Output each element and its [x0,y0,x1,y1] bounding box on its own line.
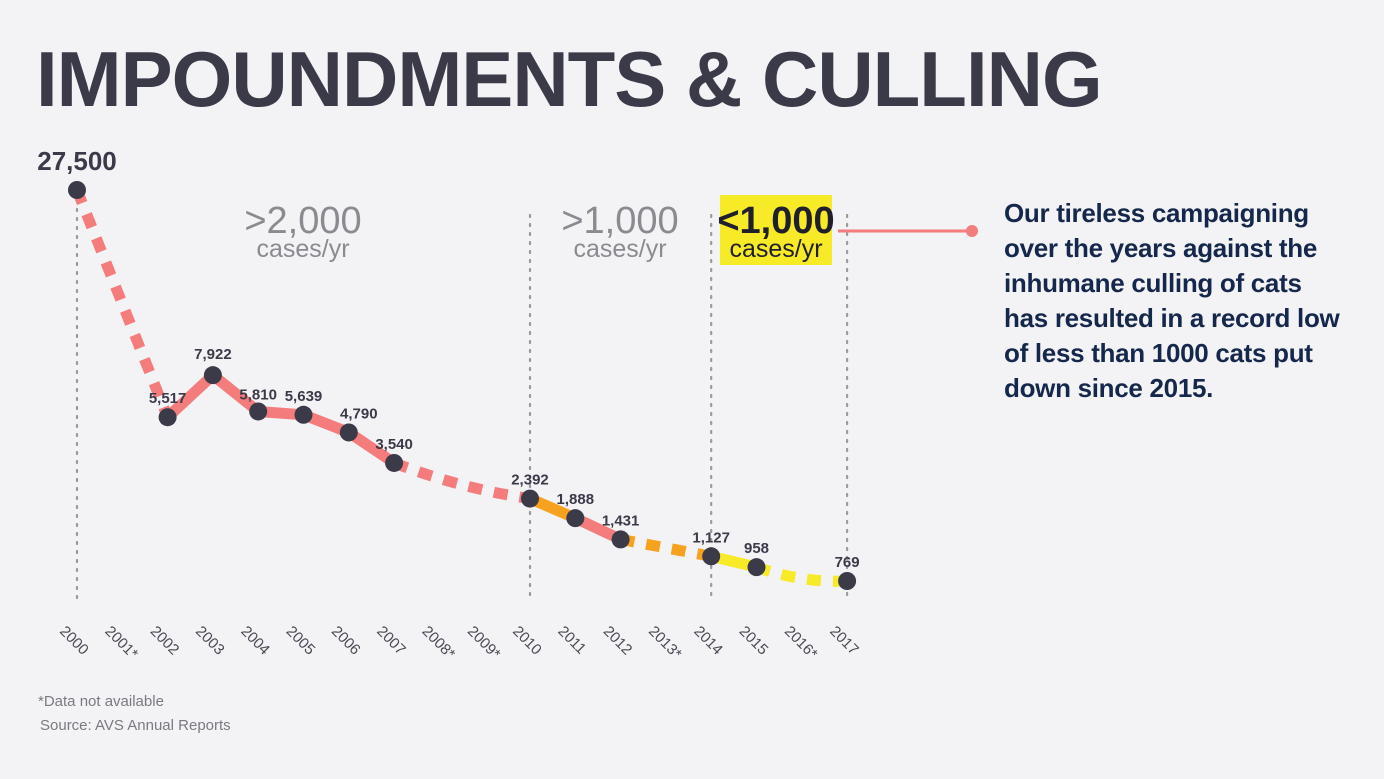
footnote: *Data not available [38,693,164,710]
range-unit-0: cases/yr [256,235,349,263]
point-2005 [294,405,313,424]
point-2015 [747,558,766,577]
data-label-2005: 5,639 [285,388,323,405]
x-tick-2006: 2006 [328,623,364,659]
range-unit-2: cases/yr [729,235,822,263]
point-2002 [158,408,177,427]
x-tick-2001-star: 2001* [101,623,141,663]
data-label-2000: 27,500 [37,146,117,176]
page-title: IMPOUNDMENTS & CULLING [36,35,1102,123]
segment-2003-2004 [209,370,262,416]
x-tick-2010: 2010 [509,623,545,659]
x-tick-2002: 2002 [147,623,183,659]
point-2010 [521,489,539,508]
segment-2002-2003 [163,371,217,422]
x-tick-2005: 2005 [283,623,319,659]
segment-2006-2007 [345,427,398,468]
point-2007 [385,453,404,472]
data-label-2004: 5,810 [239,386,277,403]
point-2000 [68,181,86,199]
range-label-0: >2,000 [244,200,361,242]
x-tick-2000: 2000 [56,623,92,659]
data-label-2015: 958 [744,540,769,557]
range-highlight-bg [720,195,832,265]
source-note: Source: AVS Annual Reports [40,717,231,734]
data-points [68,181,857,590]
data-label-2007: 3,540 [375,436,413,453]
callout-connector [838,225,978,237]
x-tick-2011: 2011 [554,623,589,658]
data-label-2006: 4,790 [340,405,378,422]
x-tick-2009-star: 2009* [464,623,504,663]
range-unit-1: cases/yr [573,235,666,263]
point-2006 [339,423,358,442]
data-label-2010: 2,392 [511,472,549,489]
x-tick-2013-star: 2013* [645,623,685,663]
x-axis-ticks: 2000 2001* 2002 2003 2004 2005 2006 2007 2008* 20… [56,623,862,663]
x-tick-2012: 2012 [600,623,636,659]
data-label-2003: 7,922 [194,346,232,363]
x-tick-2007: 2007 [373,623,409,659]
segment-2000-2002 [71,187,173,420]
point-2003 [203,366,222,385]
x-tick-2003: 2003 [192,623,228,659]
x-tick-2015: 2015 [736,623,772,659]
point-2014 [702,547,721,566]
data-label-2011: 1,888 [557,491,595,508]
data-label-2014: 1,127 [692,529,730,546]
point-2012 [611,530,630,549]
segment-2015-2017 [754,561,848,587]
x-tick-2008-star: 2008* [419,623,459,663]
x-tick-2017: 2017 [826,623,862,659]
data-label-2012: 1,431 [602,512,640,529]
callout-text: Our tireless campaigning over the years … [1004,198,1340,403]
x-tick-2014: 2014 [690,623,726,659]
data-labels: 27,500 5,517 7,922 5,810 5,639 4,790 3,540 2,39… [37,146,859,571]
data-label-2002: 5,517 [149,390,187,407]
range-label-1: >1,000 [561,200,678,242]
segment-2007-2010 [392,457,531,505]
grid-lines [75,198,849,600]
point-2004 [249,402,268,421]
range-label-2: <1,000 [717,200,834,242]
x-tick-2016-star: 2016* [781,623,821,663]
point-2011 [566,509,585,528]
data-label-2017: 769 [835,554,860,571]
range-labels: >2,000cases/yr>1,000cases/yr<1,000cases/… [244,195,835,265]
point-2017 [838,572,857,590]
connector-dot [966,225,978,237]
x-tick-2004: 2004 [237,623,273,659]
